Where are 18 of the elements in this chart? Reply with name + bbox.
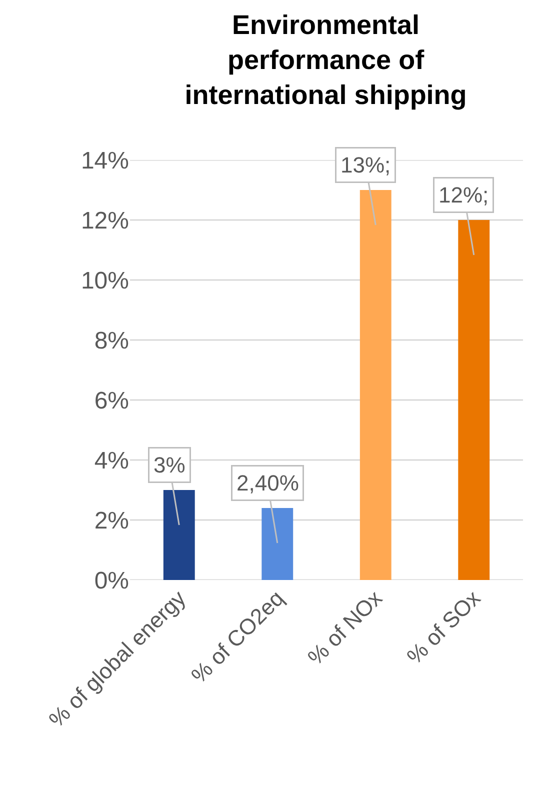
y-tick-label: 0% xyxy=(94,567,129,594)
y-tick-label: 14% xyxy=(80,147,129,174)
y-tick-label: 6% xyxy=(94,387,129,414)
y-tick-label: 4% xyxy=(94,447,129,474)
bar xyxy=(360,190,392,580)
chart-title: Environmental performance of international shipping xyxy=(184,10,467,110)
data-label: 2,40% xyxy=(236,470,299,496)
bar xyxy=(163,490,195,580)
data-label: 13%; xyxy=(340,152,391,178)
y-tick-label: 2% xyxy=(94,507,129,534)
data-label: 3% xyxy=(154,452,186,478)
bar xyxy=(458,220,490,580)
y-tick-label: 10% xyxy=(80,267,129,294)
x-tick-label: % of SOx xyxy=(402,586,486,670)
bar xyxy=(262,508,294,580)
y-tick-label: 12% xyxy=(80,207,129,234)
y-tick-label: 8% xyxy=(94,327,129,354)
data-label: 12%; xyxy=(438,182,489,208)
